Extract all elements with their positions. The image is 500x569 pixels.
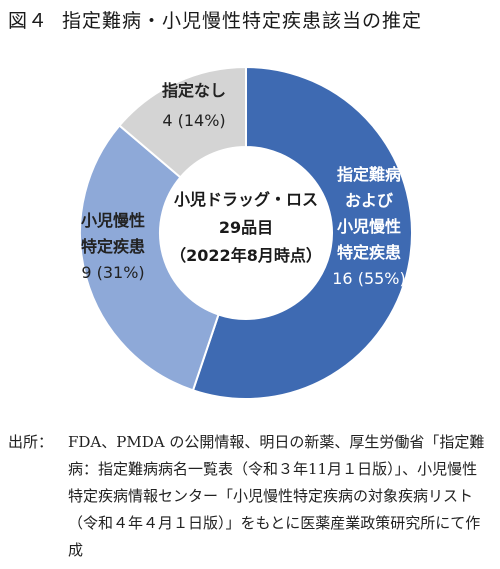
slice-label-2: 指定なし (162, 81, 226, 100)
slice-value-label-2: 4 (14%) (162, 111, 225, 130)
center-label-line: （2022年8月時点） (170, 246, 322, 265)
donut-slice-0 (191, 65, 413, 400)
figure-title-text: 指定難病・小児慢性特定疾患該当の推定 (62, 10, 423, 32)
slice-label-0: 小児慢性 (337, 217, 401, 236)
slice-label-0: 指定難病 (337, 165, 401, 184)
slice-value-label-0: 16 (55%) (332, 269, 406, 288)
source-note: 出所： FDA、PMDA の公開情報、明日の新薬、厚生労働省「指定難病：指定難病… (8, 429, 492, 564)
source-text: FDA、PMDA の公開情報、明日の新薬、厚生労働省「指定難病：指定難病病名一覧… (68, 433, 485, 559)
slice-label-1: 特定疾患 (81, 237, 145, 256)
center-label-line: 29品目 (219, 218, 273, 237)
figure-title: 図４ 指定難病・小児慢性特定疾患該当の推定 (8, 6, 494, 33)
figure-number: 図４ (8, 10, 49, 32)
source-label: 出所： (8, 433, 54, 451)
slice-label-1: 小児慢性 (81, 211, 145, 230)
donut-slice-2 (118, 65, 247, 179)
slice-label-0: および (345, 191, 394, 210)
donut-slice-1 (79, 124, 220, 392)
center-label-line: 小児ドラッグ・ロス (174, 190, 318, 209)
slice-label-0: 特定疾患 (337, 243, 401, 262)
slice-value-label-1: 9 (31%) (81, 263, 144, 282)
